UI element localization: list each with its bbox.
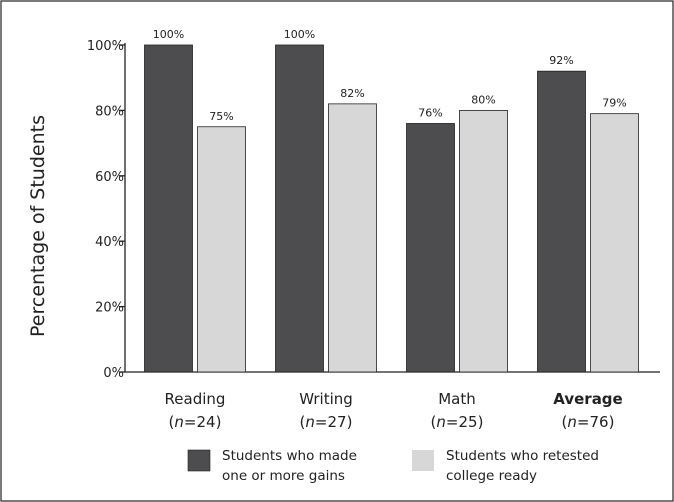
legend-swatch-series-2 bbox=[412, 450, 434, 471]
y-tick-label-0: 0% bbox=[103, 366, 124, 381]
category-n-reading: (n=24) bbox=[169, 413, 222, 431]
bar-math-series-1 bbox=[406, 123, 455, 373]
y-axis-title: Percentage of Students bbox=[27, 115, 49, 337]
category-label-reading: Reading bbox=[165, 390, 226, 408]
data-label-average-series-1: 92% bbox=[549, 54, 573, 67]
data-label-math-series-2: 80% bbox=[471, 93, 495, 106]
legend-swatch-series-1 bbox=[187, 449, 211, 472]
category-n-average: (n=76) bbox=[562, 413, 615, 431]
legend-text-series-2-line-2: college ready bbox=[446, 468, 537, 484]
category-label-average: Average bbox=[553, 390, 622, 408]
plot-area: 0% 20% 40% 60% 80% 100% 100% 75% Reading (n=24) 10… bbox=[87, 28, 660, 431]
category-n-math: (n=25) bbox=[431, 413, 484, 431]
data-label-writing-series-2: 82% bbox=[340, 87, 364, 100]
legend: Students who made one or more gains Studen… bbox=[187, 448, 599, 484]
bar-average-series-1 bbox=[537, 70, 586, 373]
y-tick-label-80: 80% bbox=[95, 104, 124, 119]
bar-reading-series-2 bbox=[197, 126, 246, 373]
data-label-reading-series-1: 100% bbox=[153, 28, 184, 41]
bar-average-series-2 bbox=[590, 113, 639, 373]
bar-math-series-2 bbox=[459, 110, 508, 373]
y-tick-label-40: 40% bbox=[95, 235, 124, 250]
category-n-writing: (n=27) bbox=[300, 413, 353, 431]
legend-text-series-2-line-1: Students who retested bbox=[446, 448, 599, 464]
data-label-average-series-2: 79% bbox=[602, 97, 626, 110]
data-label-writing-series-1: 100% bbox=[284, 28, 315, 41]
bar-reading-series-1 bbox=[144, 44, 193, 373]
legend-text-series-1-line-2: one or more gains bbox=[222, 468, 345, 484]
legend-text-series-1-line-1: Students who made bbox=[222, 448, 357, 464]
category-label-math: Math bbox=[438, 390, 476, 408]
bar-writing-series-2 bbox=[328, 103, 377, 373]
y-tick-label-20: 20% bbox=[95, 301, 124, 316]
category-label-writing: Writing bbox=[299, 390, 353, 408]
bar-writing-series-1 bbox=[275, 44, 324, 373]
data-label-reading-series-2: 75% bbox=[209, 110, 233, 123]
y-tick-label-60: 60% bbox=[95, 170, 124, 185]
data-label-math-series-1: 76% bbox=[418, 106, 442, 119]
y-tick-label-100: 100% bbox=[87, 39, 124, 54]
